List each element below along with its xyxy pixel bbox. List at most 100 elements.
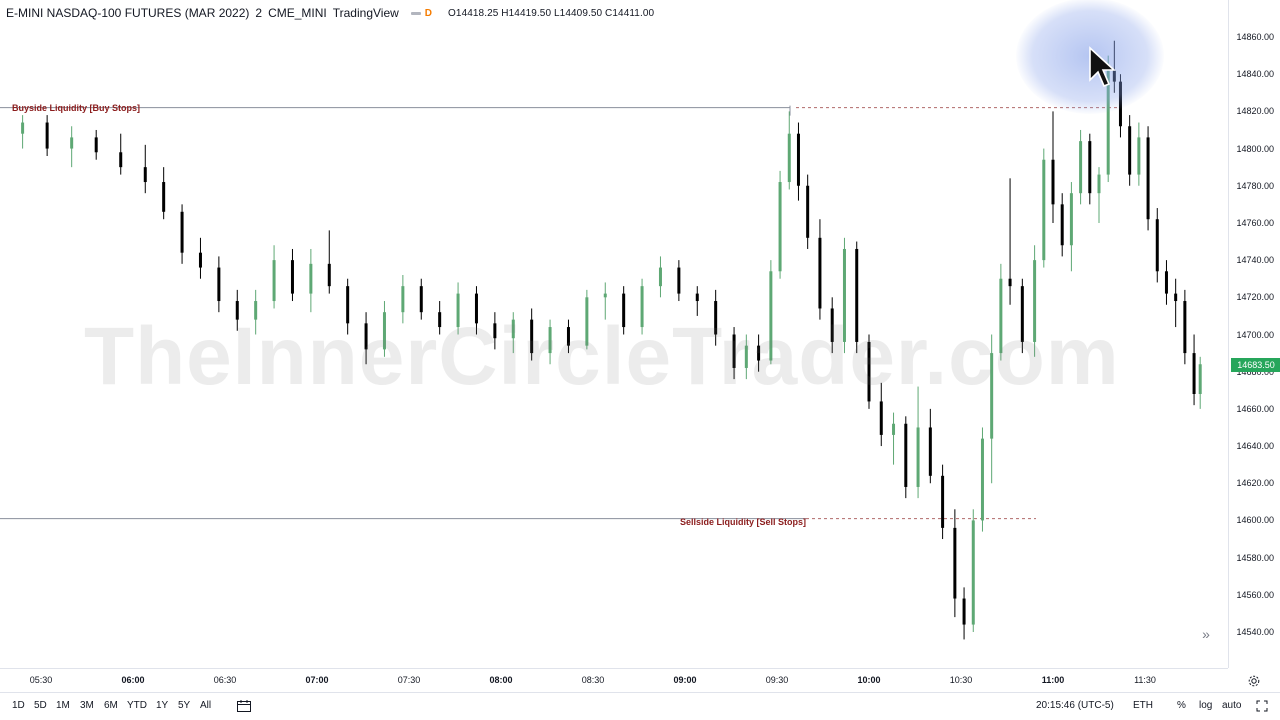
candle-body [1106,70,1110,175]
timeframe-button-all[interactable]: All [200,700,212,711]
candle [45,115,49,156]
candle-body [382,312,386,350]
candle-body [1183,301,1187,354]
timeframe-button-1d[interactable]: 1D [12,700,25,711]
candle-body [928,427,932,476]
legend-controls[interactable]: D [410,7,433,19]
candle-body [530,319,534,354]
candle-body [677,267,681,294]
percent-scale-button[interactable]: % [1177,700,1186,711]
candle-body [548,327,552,354]
delayed-data-badge[interactable]: D [424,7,433,19]
session-button[interactable]: ETH [1133,700,1153,711]
candle [511,312,515,354]
candle-body [603,293,607,298]
candle [757,334,761,372]
candle [272,245,276,309]
candle-body [732,334,736,368]
candle-body [143,167,147,183]
time-tick-label: 11:30 [1134,675,1156,685]
collapse-icon[interactable] [410,11,421,15]
candle [1198,356,1202,409]
price-axis[interactable]: 14860.00 14840.00 14820.00 14800.00 14780.00… [1228,0,1280,668]
timeframe-button-5y[interactable]: 5Y [178,700,191,711]
candle-body [235,301,239,320]
candle-body [1088,141,1092,194]
candle [438,301,442,335]
price-tick-label: 14640.00 [1236,441,1274,452]
candle [1192,334,1196,406]
candle [796,122,800,201]
candle-body [456,293,460,328]
candle [769,260,773,365]
candle [1183,289,1187,365]
candle [1060,193,1064,257]
candle [217,256,221,313]
candle-body [1128,126,1132,175]
candle-body [842,248,846,342]
timeframe-button-3m[interactable]: 3M [80,700,94,711]
scroll-to-realtime-icon[interactable]: » [1202,626,1210,642]
candle [254,289,258,335]
current-price-label: 14683.50 [1231,358,1280,373]
symbol-name[interactable]: E-MINI NASDAQ-100 FUTURES (MAR 2022) [6,6,250,20]
candle [677,260,681,302]
candle-body [778,182,782,272]
timeframe-button-ytd[interactable]: YTD [127,700,147,711]
candle [548,319,552,365]
timeframe-button-5d[interactable]: 5D [34,700,47,711]
auto-scale-button[interactable]: auto [1222,700,1242,711]
candle-body [1097,174,1101,194]
candle [456,282,460,335]
time-tick-label: 08:00 [489,675,513,685]
candle-body [971,520,975,625]
candle-body [879,401,883,435]
candle [290,248,294,302]
time-axis[interactable]: 05:30 06:00 06:30 07:00 07:30 08:00 08:30 09:00… [0,668,1228,692]
candle [640,278,644,335]
candle [1020,278,1024,354]
candle-body [511,319,515,339]
candle [904,416,908,499]
chart-area[interactable]: TheInnerCircleTrader.com E-MINI NASDAQ-1… [0,0,1228,668]
candle-body [217,267,221,302]
candle [1097,167,1101,223]
candle-body [1033,260,1037,342]
candle [732,327,736,380]
candle-body [744,345,748,368]
candle-body [1008,278,1012,287]
settings-gear-icon[interactable] [1247,674,1261,688]
time-tick-label: 07:30 [397,675,421,685]
candle-body [272,260,276,302]
candle-body [658,267,662,287]
date-range-icon[interactable] [236,699,252,713]
candle-body [999,278,1003,354]
timeframe-button-6m[interactable]: 6M [104,700,118,711]
candle [70,126,74,168]
price-tick-label: 14860.00 [1236,32,1274,42]
price-tick-label: 14620.00 [1236,478,1274,489]
candle [566,319,570,354]
candle-body [757,345,761,361]
ohlc-values: O14418.25 H14419.50 L14409.50 C14411.00 [448,7,655,19]
timeframe-button-1y[interactable]: 1Y [156,700,169,711]
candle-body [180,211,184,253]
fullscreen-icon[interactable] [1256,700,1268,712]
timeframe-button-1m[interactable]: 1M [56,700,70,711]
candle-body [990,353,994,439]
candle [419,278,423,320]
candle-body [1020,286,1024,342]
interval[interactable]: 2 [255,6,263,20]
chart-legend-header[interactable]: E-MINI NASDAQ-100 FUTURES (MAR 2022) 2 C… [6,4,654,22]
candle-body [70,137,74,149]
candle [658,256,662,298]
candle-body [21,122,25,134]
clock[interactable]: 20:15:46 (UTC-5) [1036,700,1114,711]
time-tick-label: 09:30 [765,675,789,685]
candle [1088,133,1092,205]
sellside-liquidity-label[interactable]: Sellside Liquidity [Sell Stops] [680,517,807,527]
log-scale-button[interactable]: log [1199,700,1213,711]
candle [1174,278,1178,328]
buyside-liquidity-label[interactable]: Buyside Liquidity [Buy Stops] [12,103,141,113]
price-tick-label: 14760.00 [1236,217,1274,228]
